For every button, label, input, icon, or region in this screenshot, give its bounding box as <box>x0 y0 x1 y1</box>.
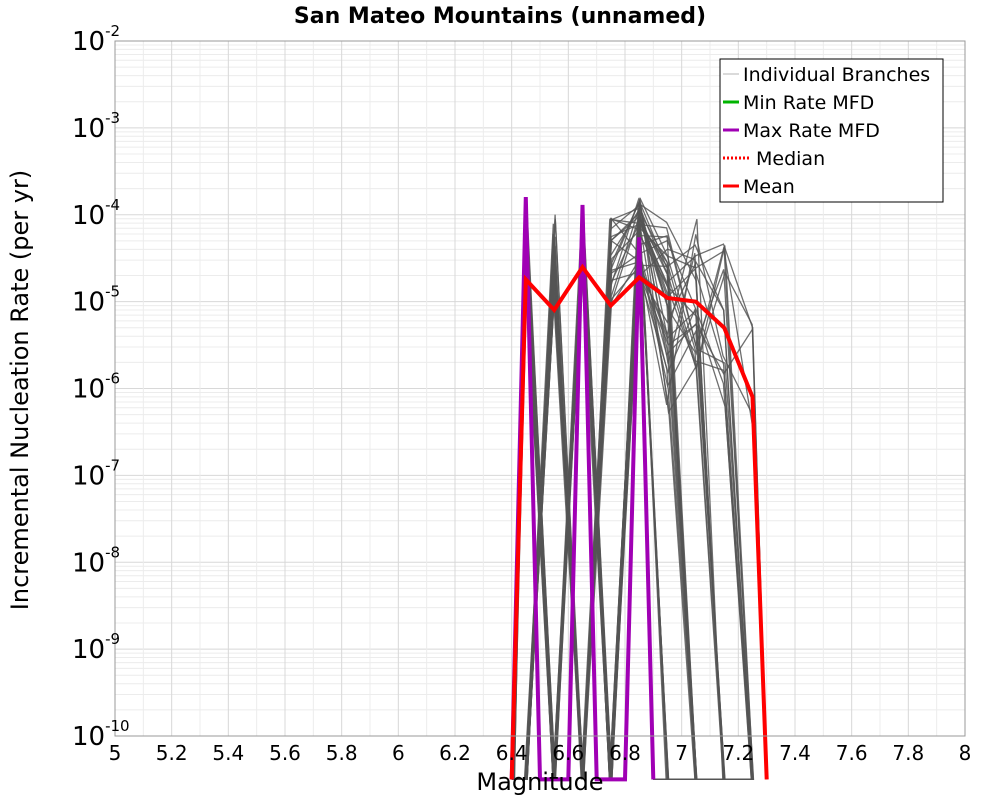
x-axis-ticks: 5 5.2 5.4 5.6 5.8 6 6.2 6.4 6.6 6.8 7 7.2 7.4 7.6 7.8 8 <box>109 741 972 765</box>
legend-label: Max Rate MFD <box>743 120 880 142</box>
branch-line <box>514 197 768 781</box>
series-line-mean <box>509 263 769 780</box>
legend-box <box>719 58 944 203</box>
x-tick-label: 5.8 <box>326 741 358 765</box>
y-tick-label: 10-10 <box>72 717 130 752</box>
x-tick-label: 5.2 <box>156 741 188 765</box>
x-tick-label: 7 <box>675 741 688 765</box>
y-tick-label: 10-7 <box>72 456 120 491</box>
y-tick-label: 10-9 <box>72 630 120 665</box>
y-tick-label: 10-8 <box>72 543 120 578</box>
legend-label: Mean <box>743 176 795 198</box>
x-tick-label: 7.4 <box>779 741 811 765</box>
y-axis-ticks: 10-2 10-3 10-4 10-5 10-6 10-7 10-8 10-9 10-10 <box>72 22 130 752</box>
y-axis-label: Incremental Nucleation Rate (per yr) <box>6 170 34 610</box>
x-tick-label: 6 <box>392 741 405 765</box>
y-tick-label: 10-3 <box>72 109 120 144</box>
x-tick-label: 6.4 <box>496 741 528 765</box>
legend-label: Median <box>756 148 825 170</box>
plot-frame <box>114 40 966 737</box>
branch-line <box>511 215 753 781</box>
x-tick-label: 5 <box>109 741 122 765</box>
legend: Individual Branches Min Rate MFD Max Rate … <box>719 58 944 203</box>
x-tick-label: 6.6 <box>552 741 584 765</box>
plot-lines <box>509 196 769 782</box>
x-tick-label: 7.2 <box>722 741 754 765</box>
x-tick-label: 5.4 <box>212 741 244 765</box>
legend-label: Individual Branches <box>743 64 930 86</box>
y-tick-label: 10-6 <box>72 370 120 405</box>
series-line-max-rate-mfd <box>509 196 656 782</box>
y-tick-label: 10-2 <box>72 22 120 57</box>
legend-label: Min Rate MFD <box>743 92 874 114</box>
x-tick-label: 7.6 <box>836 741 868 765</box>
x-axis-label: Magnitude <box>476 768 603 796</box>
chart-title: San Mateo Mountains (unnamed) <box>294 4 706 29</box>
x-tick-label: 6.2 <box>439 741 471 765</box>
x-tick-label: 5.6 <box>269 741 301 765</box>
x-tick-label: 7.8 <box>892 741 924 765</box>
y-tick-label: 10-5 <box>72 283 120 318</box>
x-tick-label: 8 <box>959 741 972 765</box>
x-tick-label: 6.8 <box>609 741 641 765</box>
y-tick-label: 10-4 <box>72 196 120 231</box>
